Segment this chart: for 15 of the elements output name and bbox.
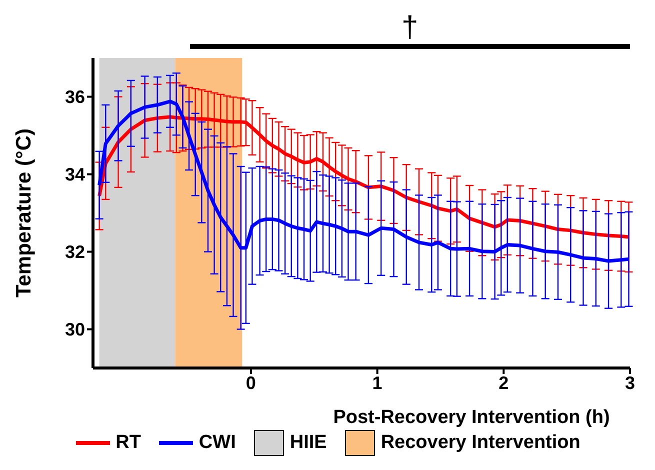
legend-label: Recovery Intervention	[380, 432, 580, 454]
x-tick-label: 3	[624, 372, 636, 393]
x-tick-label: 1	[372, 372, 382, 393]
x-axis-title: Post-Recovery Intervention (h)	[333, 407, 610, 428]
x-tick-label: 0	[246, 372, 256, 393]
legend-label: CWI	[198, 432, 236, 454]
y-tick-label: 36	[64, 87, 85, 108]
legend-label: HIIE	[290, 432, 327, 454]
y-tick-label: 30	[64, 320, 85, 340]
x-tick-label: 2	[498, 372, 509, 393]
legend-label: RT	[116, 432, 141, 454]
text: †	[400, 11, 420, 44]
y-axis-title: Temperature (°C)	[12, 128, 36, 298]
y-tick-label: 32	[64, 242, 85, 262]
y-tick-label: 34	[64, 164, 85, 185]
